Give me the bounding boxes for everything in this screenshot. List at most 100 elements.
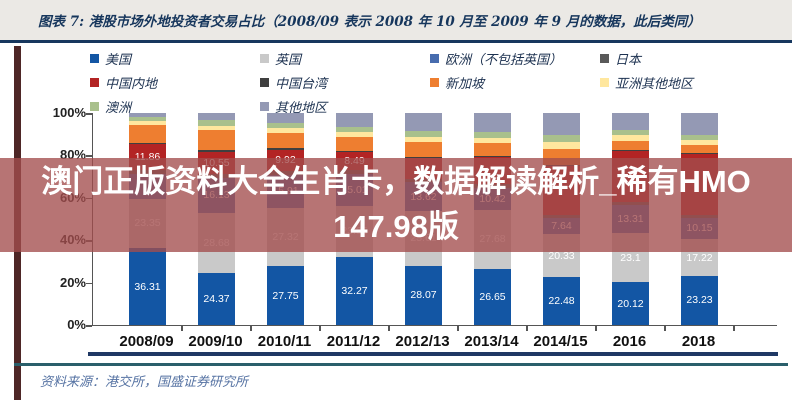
segment-value-label: 32.27 [341,284,368,297]
legend-item: 中国台湾 [260,73,430,92]
legend-swatch [90,78,99,87]
bar-segment [405,156,442,159]
x-axis-label: 2016 [612,333,647,350]
legend-label: 亚洲其他地区 [615,77,694,92]
segment-value-label: 11.86 [134,150,161,163]
bar-segment: 23.23 [681,275,718,325]
x-axis-tick [457,326,459,331]
bar-segment [612,135,649,141]
bar-segment [681,139,718,146]
y-axis-tick [86,113,92,115]
bar-segment: 28.07 [405,265,442,325]
segment-value-label: 27.75 [272,289,299,302]
bar-segment [198,125,235,130]
legend-swatch [90,54,99,63]
segment-value-label: 17.22 [686,251,713,264]
legend-label: 英国 [275,53,302,68]
segment-value-label: 26.65 [479,290,506,303]
legend-item: 英国 [260,49,430,68]
bar-segment [336,113,373,127]
segment-value-label: 28.07 [410,289,437,301]
bar-segment [474,143,511,156]
y-axis-tick [86,155,92,157]
x-axis-tick [319,326,321,331]
y-axis-tick [86,325,92,327]
y-axis-label: 0% [67,317,86,332]
legend-label: 中国内地 [105,77,158,92]
legend-swatch [600,54,609,63]
legend-item: 欧洲（不包括英国） [430,49,600,68]
bar-segment [681,145,718,154]
bar-segment [681,153,718,155]
title-divider [0,40,792,43]
footer-divider [14,363,788,366]
bar-segment [198,129,235,151]
legend-item: 其他地区 [260,97,430,116]
bar-segment [129,121,166,125]
y-axis-label: 100% [52,105,86,120]
bar-segment [681,113,718,136]
bar-segment [405,142,442,157]
legend-label: 日本 [615,53,642,68]
bar-segment [198,120,235,126]
legend-item: 澳洲 [90,97,260,116]
x-axis-tick [388,326,390,331]
legend-swatch [600,78,609,87]
legend-item: 日本 [600,49,693,68]
legend-swatch [430,78,439,87]
bar-segment [129,142,166,145]
x-axis-label: 2011/12 [326,333,381,350]
segment-value-label: 20.12 [617,297,644,310]
x-axis-label: 2014/15 [533,333,588,350]
bar-segment [474,155,511,158]
chart-title: 图表 7: 港股市场外地投资者交易占比（2008/09 表示 2008 年 10… [38,14,701,30]
x-axis-label: 2018 [681,333,716,350]
x-axis-label: 2008/09 [119,333,174,350]
bar-segment [267,132,304,149]
bar-segment [474,137,511,144]
bar-segment [543,141,580,149]
bar-segment [612,113,649,131]
x-axis-label: 2013/14 [464,333,519,350]
source-note: 资料来源：港交所，国盛证券研究所 [40,375,249,390]
title-strip [0,0,792,40]
chart-bottom-border [88,352,778,356]
bar-segment [198,113,235,121]
bar-segment [267,128,304,133]
x-axis-tick [664,326,666,331]
bar-segment: 20.12 [612,282,649,325]
bar-segment [405,130,442,137]
bar-segment [267,113,304,123]
bar-segment [336,150,373,153]
bar-segment: 32.27 [336,256,373,325]
bar-segment [474,113,511,133]
x-axis-label: 2009/10 [188,333,243,350]
bar-segment [198,150,235,152]
legend-label: 美国 [105,53,132,68]
x-axis-tick [526,326,528,331]
watermark-text-line1: 澳门正版资料大全生肖卡，数据解读解析_稀有HMO [41,164,751,199]
watermark-text-line2: 147.98版 [333,209,459,244]
segment-value-label: 20.33 [548,249,575,262]
x-axis-label: 2010/11 [257,333,312,350]
bar-segment [543,113,580,136]
bar-segment [267,122,304,129]
bar-segment [336,126,373,132]
legend-label: 中国台湾 [275,77,328,92]
legend-swatch [260,78,269,87]
legend-swatch [90,102,99,111]
x-axis-tick [250,326,252,331]
segment-value-label: 24.37 [203,292,230,305]
segment-value-label: 23.23 [686,294,713,307]
x-axis-tick [595,326,597,331]
bar-segment: 36.31 [129,248,166,325]
legend-item: 新加坡 [430,73,600,92]
bar-segment: 24.37 [198,273,235,325]
segment-value-label: 36.31 [134,280,161,293]
bar-segment: 26.65 [474,268,511,325]
legend-label: 欧洲（不包括英国） [445,53,563,68]
bar-segment [612,140,649,151]
bar-segment [129,116,166,122]
y-axis-tick [86,282,92,285]
bar-segment: 27.75 [267,266,304,325]
